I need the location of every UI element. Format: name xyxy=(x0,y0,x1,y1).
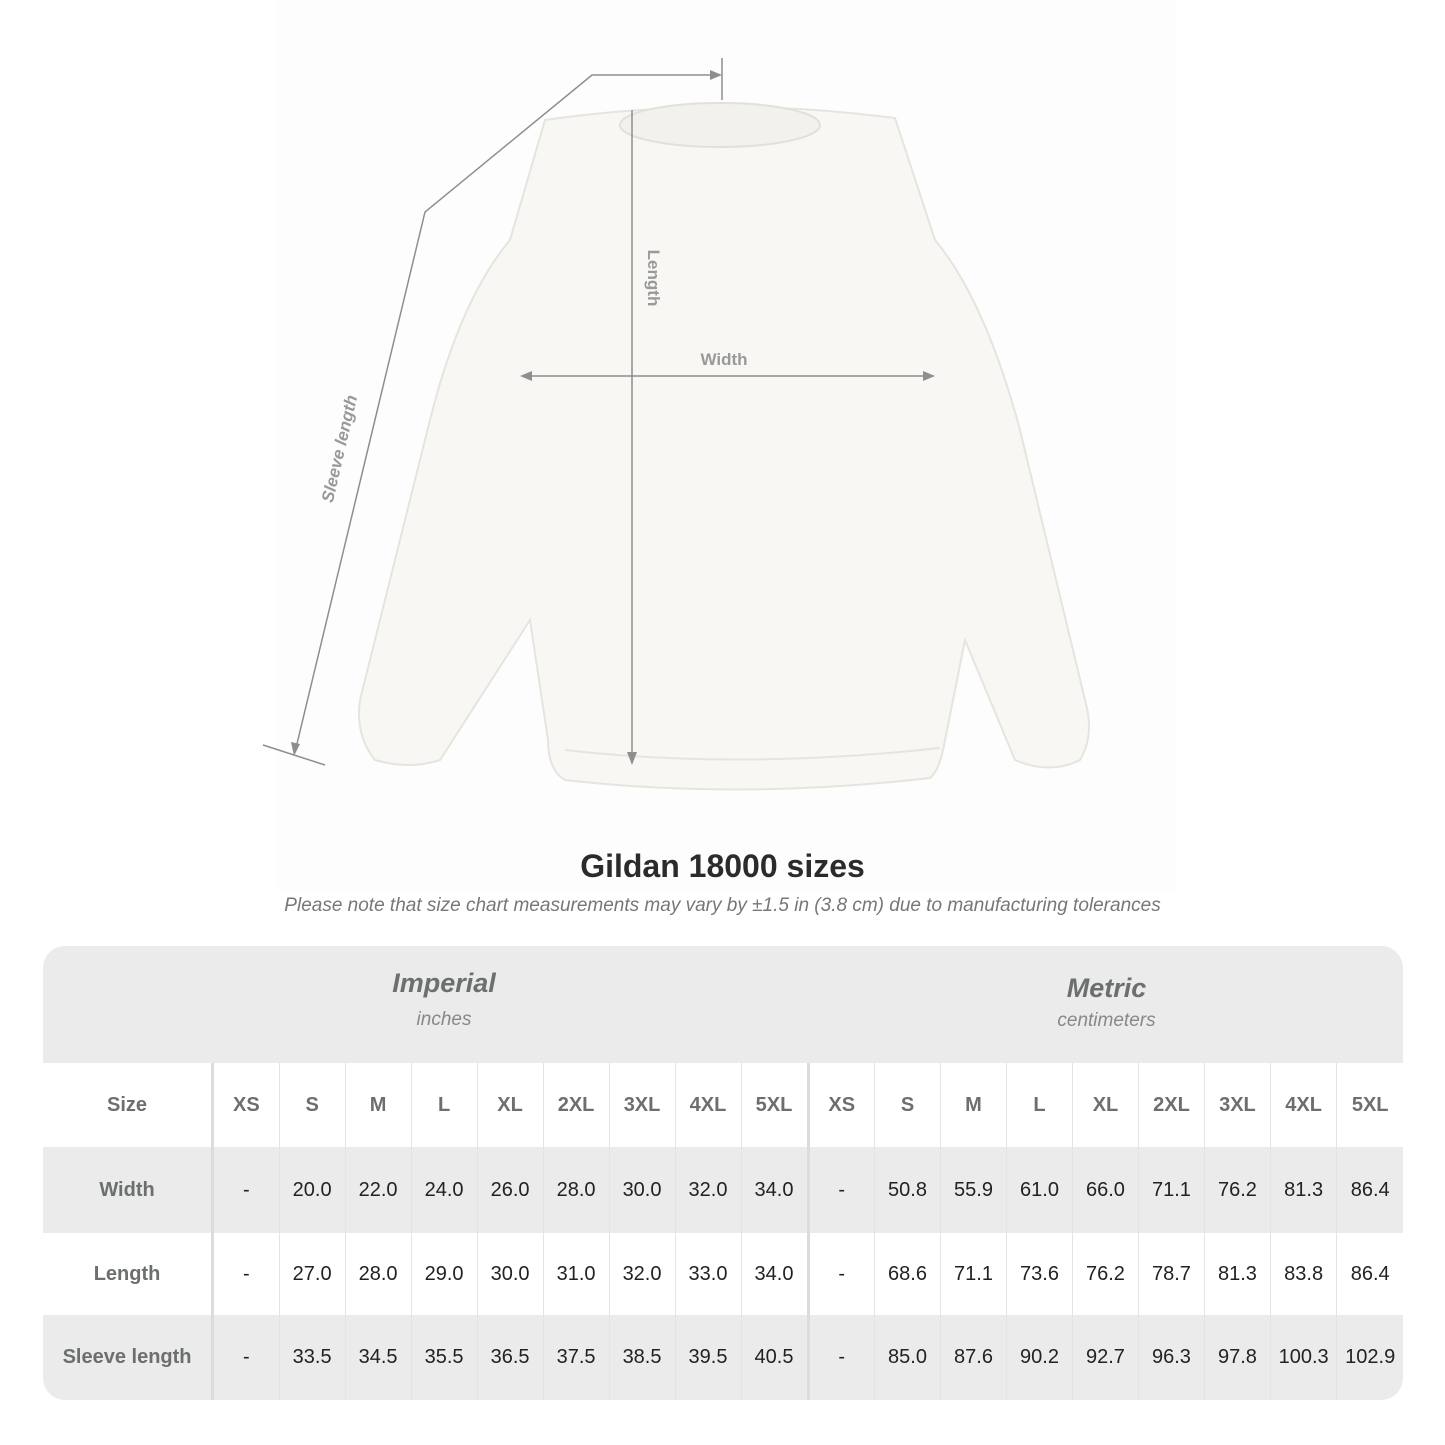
metric-value: 55.9 xyxy=(940,1147,1007,1233)
imperial-value: 33.5 xyxy=(278,1315,346,1400)
imperial-header: Imperial inches xyxy=(215,968,673,1031)
length-label: Length xyxy=(644,250,663,307)
imperial-value: 32.0 xyxy=(674,1147,742,1233)
imperial-value: 28.0 xyxy=(542,1147,610,1233)
row-label: Length xyxy=(43,1233,215,1315)
imperial-size-header: L xyxy=(410,1063,478,1147)
imperial-size-header: XL xyxy=(476,1063,544,1147)
imperial-value: - xyxy=(212,1147,280,1233)
tolerance-note: Please note that size chart measurements… xyxy=(284,895,1161,916)
metric-value: 81.3 xyxy=(1203,1233,1271,1315)
collar xyxy=(619,102,821,148)
metric-value: - xyxy=(806,1315,875,1400)
imperial-value: 39.5 xyxy=(674,1315,742,1400)
size-table: Imperial inches Metric centimeters Size X… xyxy=(43,946,1403,1400)
metric-value: 78.7 xyxy=(1137,1233,1205,1315)
metric-value: 71.1 xyxy=(940,1233,1007,1315)
metric-value: 66.0 xyxy=(1071,1147,1139,1233)
imperial-size-header: XS xyxy=(212,1063,280,1147)
metric-value: 73.6 xyxy=(1006,1233,1073,1315)
metric-value: - xyxy=(806,1147,875,1233)
imperial-size-header: 4XL xyxy=(674,1063,742,1147)
sweatshirt-measurement-diagram: Length Width Sleeve length xyxy=(262,58,1090,791)
imperial-value: 24.0 xyxy=(410,1147,478,1233)
imperial-value: - xyxy=(212,1315,280,1400)
size-header-row: Size XS S M L XL 2XL 3XL 4XL 5XL XS S M L XL 2XL 3XL 4XL 5… xyxy=(43,1063,1403,1147)
imperial-value: 33.0 xyxy=(674,1233,742,1315)
imperial-size-header: 3XL xyxy=(608,1063,676,1147)
metric-value: 61.0 xyxy=(1006,1147,1073,1233)
size-grid: Size XS S M L XL 2XL 3XL 4XL 5XL XS S M L XL 2XL 3XL 4XL 5… xyxy=(43,1063,1403,1400)
metric-value: 86.4 xyxy=(1336,1147,1403,1233)
imperial-value: 34.0 xyxy=(740,1147,808,1233)
imperial-value: 28.0 xyxy=(344,1233,412,1315)
imperial-title: Imperial xyxy=(392,968,496,998)
metric-value: 76.2 xyxy=(1203,1147,1271,1233)
imperial-unit: inches xyxy=(416,1009,472,1030)
sleeve-length-line xyxy=(294,74,720,753)
imperial-value: 34.5 xyxy=(344,1315,412,1400)
metric-value: 102.9 xyxy=(1336,1315,1403,1400)
chart-title: Gildan 18000 sizes xyxy=(580,848,865,884)
row-label: Width xyxy=(43,1147,215,1233)
metric-value: 87.6 xyxy=(940,1315,1007,1400)
imperial-value: 35.5 xyxy=(410,1315,478,1400)
width-label: Width xyxy=(700,350,747,369)
table-row: Length -27.0 28.0 29.0 30.0 31.0 32.0 33.0 34.0-… xyxy=(43,1233,1403,1315)
imperial-value: 32.0 xyxy=(608,1233,676,1315)
size-header-label: Size xyxy=(43,1063,215,1147)
imperial-size-header: S xyxy=(278,1063,346,1147)
imperial-value: 30.0 xyxy=(608,1147,676,1233)
metric-value: 90.2 xyxy=(1006,1315,1073,1400)
metric-title: Metric xyxy=(1066,973,1147,1003)
metric-unit: centimeters xyxy=(1057,1010,1156,1031)
imperial-value: 38.5 xyxy=(608,1315,676,1400)
metric-size-header: 5XL xyxy=(1336,1063,1403,1147)
metric-value: 85.0 xyxy=(874,1315,941,1400)
metric-value: 76.2 xyxy=(1071,1233,1139,1315)
imperial-value: 20.0 xyxy=(278,1147,346,1233)
row-label: Sleeve length xyxy=(43,1315,215,1400)
imperial-value: 26.0 xyxy=(476,1147,544,1233)
metric-size-header: XS xyxy=(806,1063,875,1147)
imperial-value: 34.0 xyxy=(740,1233,808,1315)
imperial-value: 40.5 xyxy=(740,1315,808,1400)
metric-size-header: 2XL xyxy=(1137,1063,1205,1147)
table-row: Width -20.0 22.0 24.0 26.0 28.0 30.0 32.0 34.0-5… xyxy=(43,1147,1403,1233)
imperial-value: 29.0 xyxy=(410,1233,478,1315)
metric-size-header: 3XL xyxy=(1203,1063,1271,1147)
metric-size-header: XL xyxy=(1071,1063,1139,1147)
imperial-value: 27.0 xyxy=(278,1233,346,1315)
metric-size-header: S xyxy=(874,1063,941,1147)
metric-value: 68.6 xyxy=(874,1233,941,1315)
sweatshirt-image xyxy=(358,105,1090,791)
metric-value: 81.3 xyxy=(1269,1147,1337,1233)
metric-value: 96.3 xyxy=(1137,1315,1205,1400)
metric-size-header: M xyxy=(940,1063,1007,1147)
imperial-size-header: M xyxy=(344,1063,412,1147)
imperial-size-header: 2XL xyxy=(542,1063,610,1147)
metric-header: Metric centimeters xyxy=(810,973,1403,1032)
imperial-value: 37.5 xyxy=(542,1315,610,1400)
metric-value: 83.8 xyxy=(1269,1233,1337,1315)
metric-value: 100.3 xyxy=(1269,1315,1337,1400)
metric-value: 50.8 xyxy=(874,1147,941,1233)
metric-size-header: L xyxy=(1006,1063,1073,1147)
metric-value: 71.1 xyxy=(1137,1147,1205,1233)
imperial-value: 36.5 xyxy=(476,1315,544,1400)
metric-value: 92.7 xyxy=(1071,1315,1139,1400)
imperial-value: 31.0 xyxy=(542,1233,610,1315)
metric-value: - xyxy=(806,1233,875,1315)
metric-size-header: 4XL xyxy=(1269,1063,1337,1147)
imperial-value: 22.0 xyxy=(344,1147,412,1233)
imperial-size-header: 5XL xyxy=(740,1063,808,1147)
imperial-value: 30.0 xyxy=(476,1233,544,1315)
units-header xyxy=(43,946,1403,1063)
metric-value: 97.8 xyxy=(1203,1315,1271,1400)
metric-value: 86.4 xyxy=(1336,1233,1403,1315)
table-row: Sleeve length -33.5 34.5 35.5 36.5 37.5 38.5 39… xyxy=(43,1315,1403,1400)
imperial-value: - xyxy=(212,1233,280,1315)
